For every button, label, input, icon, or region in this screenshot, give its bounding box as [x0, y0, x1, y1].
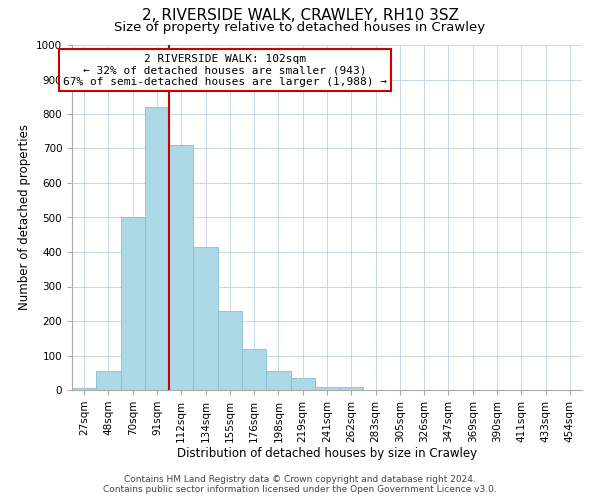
Text: Contains HM Land Registry data © Crown copyright and database right 2024.
Contai: Contains HM Land Registry data © Crown c…: [103, 474, 497, 494]
Bar: [339, 386, 364, 390]
Bar: [242, 350, 266, 390]
Bar: [96, 371, 121, 390]
Bar: [72, 388, 96, 390]
Bar: [266, 371, 290, 390]
Text: 2, RIVERSIDE WALK, CRAWLEY, RH10 3SZ: 2, RIVERSIDE WALK, CRAWLEY, RH10 3SZ: [142, 8, 458, 22]
Bar: [218, 310, 242, 390]
Text: Size of property relative to detached houses in Crawley: Size of property relative to detached ho…: [115, 21, 485, 34]
Bar: [145, 107, 169, 390]
Bar: [315, 386, 339, 390]
Bar: [193, 247, 218, 390]
X-axis label: Distribution of detached houses by size in Crawley: Distribution of detached houses by size …: [177, 448, 477, 460]
Y-axis label: Number of detached properties: Number of detached properties: [17, 124, 31, 310]
Text: 2 RIVERSIDE WALK: 102sqm
← 32% of detached houses are smaller (943)
67% of semi-: 2 RIVERSIDE WALK: 102sqm ← 32% of detach…: [63, 54, 387, 87]
Bar: [121, 218, 145, 390]
Bar: [290, 378, 315, 390]
Bar: [169, 145, 193, 390]
